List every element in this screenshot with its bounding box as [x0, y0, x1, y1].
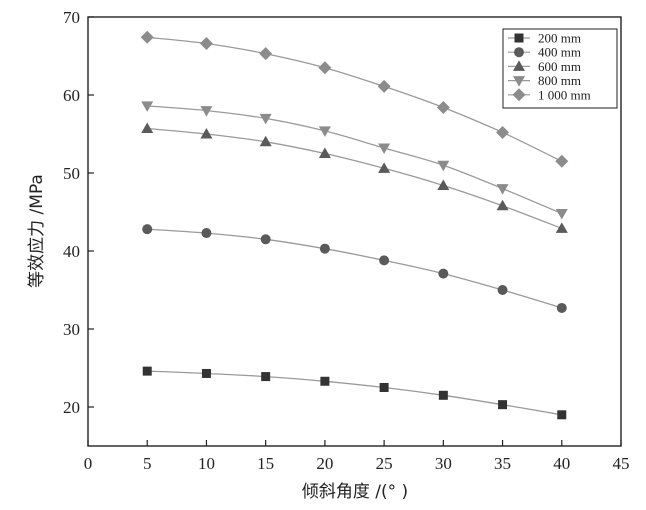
plot-frame: [87, 16, 622, 447]
data-point-3-6: [496, 184, 509, 195]
series-4: [140, 30, 569, 168]
data-point-2-4: [378, 162, 391, 173]
y-tick-label: 70: [63, 8, 80, 27]
data-point-0-2: [261, 372, 271, 382]
data-point-4-4: [377, 79, 391, 93]
x-tick-label: 45: [613, 454, 630, 473]
data-point-0-1: [201, 368, 211, 378]
data-point-1-4: [379, 255, 390, 266]
x-tick-label: 25: [376, 454, 393, 473]
data-point-4-5: [436, 100, 450, 114]
data-point-3-5: [437, 160, 450, 172]
series-line-4: [147, 36, 563, 162]
x-tick-label: 15: [257, 454, 274, 473]
data-point-1-3: [319, 243, 330, 254]
series-0: [142, 366, 567, 420]
y-tick-label: 60: [63, 86, 80, 105]
plot-area: [140, 30, 569, 420]
data-point-0-7: [557, 410, 567, 420]
data-point-4-3: [318, 61, 332, 75]
axes: 0 5 10 15 20 25 30 35 40 45 20 30 40 50 60 70: [63, 8, 630, 473]
data-point-0-0: [142, 366, 152, 376]
legend-marker-2: [513, 60, 525, 71]
data-point-2-7: [555, 222, 568, 233]
x-axis-title: 倾斜角度 /(° ): [302, 482, 408, 502]
data-point-2-3: [318, 147, 331, 158]
y-tick-label: 30: [63, 320, 80, 339]
series-line-0: [147, 370, 562, 416]
data-point-3-7: [555, 209, 568, 220]
data-point-2-1: [200, 128, 213, 139]
series-3: [141, 101, 568, 220]
data-point-4-2: [259, 47, 273, 61]
data-point-2-5: [437, 179, 450, 190]
x-tick-label: 30: [435, 454, 452, 473]
data-point-3-4: [378, 143, 391, 155]
data-point-1-7: [556, 302, 567, 313]
x-tick-label: 10: [198, 454, 215, 473]
series-line-2: [147, 127, 563, 230]
series-line-1: [147, 228, 562, 309]
data-point-1-1: [201, 228, 212, 239]
x-tick-label: 40: [553, 454, 570, 473]
x-tick-label: 5: [143, 454, 152, 473]
legend-marker-0: [514, 33, 524, 43]
data-point-0-3: [320, 376, 330, 386]
x-tick-label: 20: [316, 454, 333, 473]
data-point-3-3: [318, 126, 331, 137]
data-point-3-0: [141, 101, 154, 112]
data-point-4-1: [199, 37, 213, 51]
data-point-3-2: [259, 113, 272, 125]
legend-marker-3: [513, 76, 525, 87]
legend-marker-4: [512, 88, 526, 102]
data-point-1-2: [260, 234, 271, 245]
legend-label: 600 mm: [538, 59, 581, 74]
legend-label: 200 mm: [538, 31, 581, 46]
series-2: [141, 122, 568, 233]
data-point-0-6: [498, 400, 508, 410]
legend-label: 1 000 mm: [538, 87, 591, 102]
data-point-2-6: [496, 199, 509, 211]
data-point-1-5: [438, 268, 449, 279]
data-point-0-4: [379, 383, 389, 392]
y-tick-label: 40: [63, 242, 80, 261]
y-tick-label: 20: [63, 398, 80, 417]
legend-marker-1: [514, 47, 524, 58]
x-tick-label: 35: [494, 454, 511, 473]
x-tick-label: 0: [84, 454, 93, 473]
y-tick-label: 50: [63, 164, 80, 183]
series-1: [142, 224, 567, 313]
data-point-2-0: [141, 122, 154, 134]
data-point-4-7: [555, 154, 569, 168]
legend-label: 400 mm: [538, 45, 581, 60]
data-point-4-6: [496, 125, 510, 139]
y-axis-title: 等效应力 /MPa: [27, 174, 47, 288]
data-point-1-6: [497, 285, 508, 295]
data-point-1-0: [142, 224, 153, 235]
data-point-0-5: [438, 390, 448, 400]
legend-label: 800 mm: [538, 73, 581, 88]
data-point-3-1: [200, 106, 213, 117]
data-point-4-0: [140, 30, 154, 44]
data-point-2-2: [259, 135, 272, 147]
series-line-3: [147, 105, 563, 215]
